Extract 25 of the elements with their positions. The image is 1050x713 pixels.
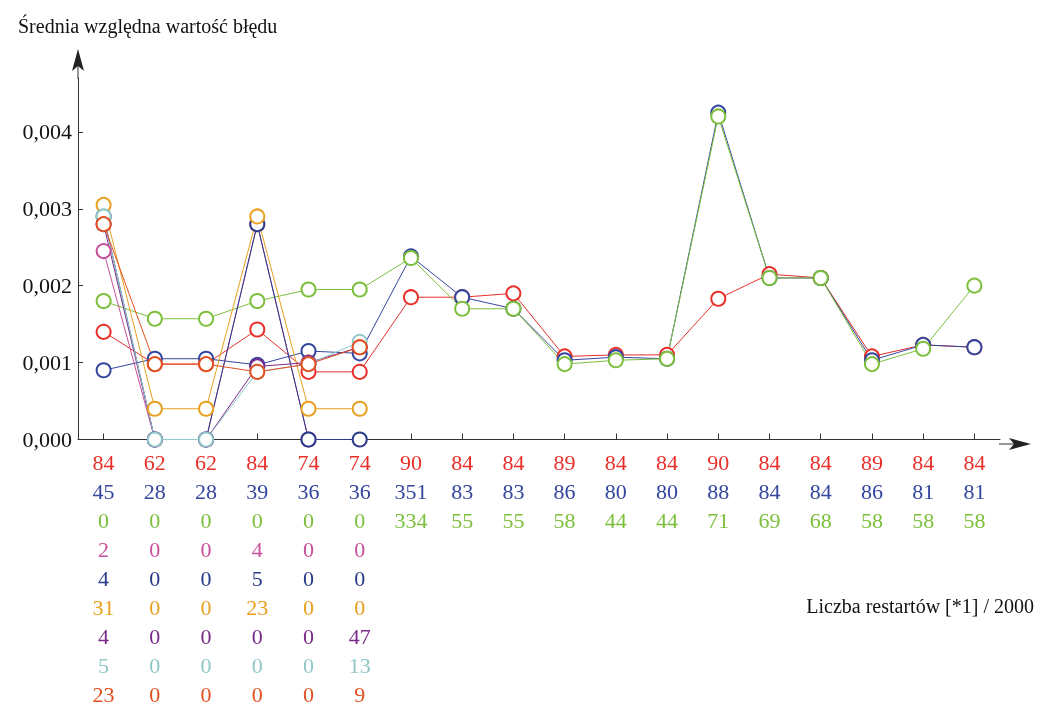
x-tick-label: 84 80 44 — [656, 449, 679, 533]
y-tick-label: 0,002 — [22, 273, 72, 299]
y-tick-label: 0,004 — [22, 119, 72, 145]
y-tick-label: 0,003 — [22, 196, 72, 222]
x-tick-label: 84 84 69 — [758, 449, 781, 533]
x-axis-title: Liczba restartów [*1] / 2000 — [806, 595, 1035, 617]
x-tick-label: 89 86 58 — [860, 449, 883, 533]
x-tick-label: 84 84 68 — [809, 449, 832, 533]
x-tick-label: 84 83 55 — [451, 449, 474, 533]
category-label: 62 28 0 0 0 0 0 0 0 — [143, 449, 166, 707]
category-label: 74 36 0 0 0 0 0 0 0 — [297, 449, 320, 707]
x-tick-label: 84 81 58 — [912, 449, 935, 533]
x-tick-label: 90 351 334 — [394, 449, 428, 533]
x-tick-label: 84 80 44 — [604, 449, 627, 533]
x-tick-label: 89 86 58 — [553, 449, 576, 533]
category-label: 74 36 0 0 0 0 47 13 9 — [348, 449, 371, 707]
y-tick-label: 0,000 — [22, 427, 72, 452]
category-label: 84 39 0 4 5 23 0 0 0 — [246, 449, 269, 707]
y-axis-title: Średnia względna wartość błędu — [18, 14, 278, 38]
y-tick-label: 0,001 — [22, 350, 72, 376]
x-tick-label: 84 83 55 — [502, 449, 525, 533]
category-label: 84 45 0 2 4 31 4 5 23 — [92, 449, 115, 707]
x-tick-label: 90 88 71 — [707, 449, 730, 533]
category-label: 62 28 0 0 0 0 0 0 0 — [195, 449, 218, 707]
x-tick-label: 84 81 58 — [963, 449, 986, 533]
